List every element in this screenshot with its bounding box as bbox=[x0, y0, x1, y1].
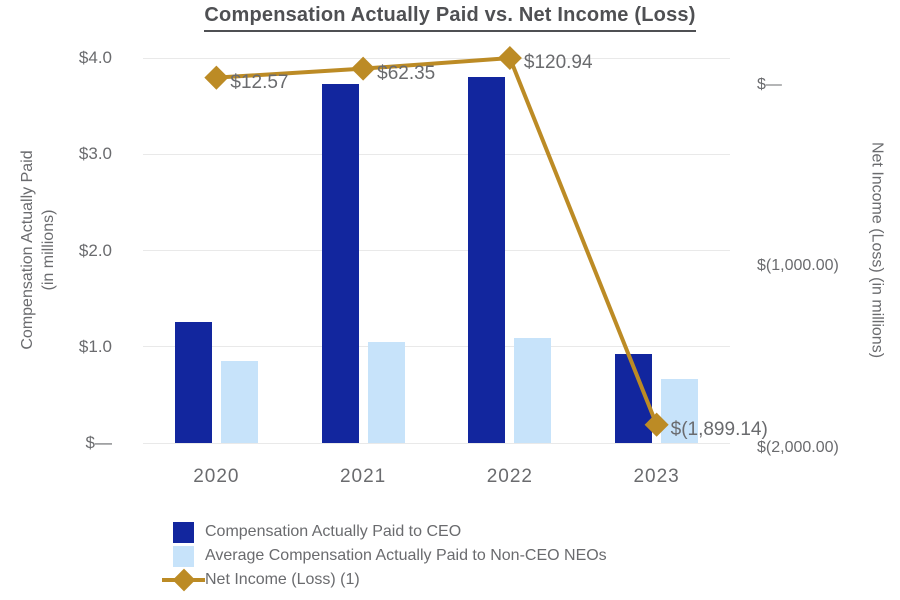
bar-neo-2021 bbox=[367, 341, 405, 443]
x-axis-label-2023: 2023 bbox=[633, 466, 680, 487]
right-axis-tick-label: $(1,000.00) bbox=[757, 257, 839, 275]
net-income-point-label-2020: $12.57 bbox=[230, 71, 289, 93]
legend: Compensation Actually Paid to CEO Averag… bbox=[162, 520, 607, 592]
left-axis-tick-label: $— bbox=[85, 433, 112, 452]
net-income-line bbox=[216, 55, 659, 426]
x-axis-label-2020: 2020 bbox=[193, 466, 240, 487]
gridline bbox=[143, 250, 730, 251]
legend-label-net-income: Net Income (Loss) (1) bbox=[205, 571, 360, 588]
bar-ceo-2022 bbox=[468, 77, 506, 443]
legend-item-net-income: Net Income (Loss) (1) bbox=[162, 568, 607, 592]
x-axis-label-2021: 2021 bbox=[339, 466, 387, 487]
legend-item-neo: Average Compensation Actually Paid to No… bbox=[162, 544, 607, 568]
net-income-marker-2021 bbox=[351, 56, 376, 81]
legend-marker-box bbox=[162, 544, 205, 568]
net-income-point-label-2021: $62.35 bbox=[377, 62, 436, 84]
gridline bbox=[143, 153, 730, 155]
gridline bbox=[143, 442, 730, 444]
right-axis-tick-label: $(2,000.00) bbox=[757, 439, 839, 456]
left-axis-tick-label: $2.0 bbox=[78, 240, 112, 260]
left-axis-tick-label: $1.0 bbox=[78, 336, 112, 356]
bar-neo-2020 bbox=[220, 361, 258, 443]
legend-swatch-ceo bbox=[173, 521, 194, 543]
bar-ceo-2021 bbox=[321, 83, 359, 443]
net-income-point-label-2023: $(1,899.14) bbox=[670, 418, 768, 440]
line-diamond-icon bbox=[162, 568, 205, 592]
net-income-point-label-2022: $120.94 bbox=[523, 52, 593, 73]
left-axis-tick-label: $4.0 bbox=[78, 48, 112, 67]
legend-label-ceo: Compensation Actually Paid to CEO bbox=[205, 523, 462, 540]
chart-title: Compensation Actually Paid vs. Net Incom… bbox=[0, 4, 900, 32]
legend-diamond bbox=[172, 568, 195, 592]
gridline bbox=[143, 57, 730, 59]
chart-title-text: Compensation Actually Paid vs. Net Incom… bbox=[204, 4, 696, 32]
bar-ceo-2020 bbox=[174, 321, 212, 443]
left-axis-tick-label: $3.0 bbox=[78, 144, 112, 164]
legend-swatch-neo bbox=[173, 545, 194, 567]
legend-item-ceo: Compensation Actually Paid to CEO bbox=[162, 520, 607, 544]
x-axis-label-2022: 2022 bbox=[486, 466, 534, 487]
bar-ceo-2023 bbox=[615, 354, 653, 443]
gridline bbox=[143, 346, 730, 348]
legend-marker-box bbox=[162, 520, 205, 544]
legend-label-neo: Average Compensation Actually Paid to No… bbox=[205, 547, 607, 564]
right-axis-tick-label: $— bbox=[757, 75, 782, 93]
bar-neo-2022 bbox=[514, 338, 552, 443]
net-income-marker-2020 bbox=[204, 65, 229, 90]
